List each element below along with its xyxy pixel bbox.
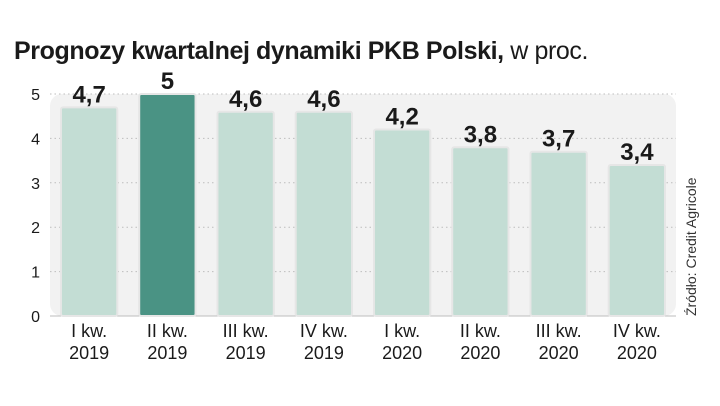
x-tick-label-year: 2019 — [147, 343, 187, 363]
bar-value-label: 4,6 — [229, 86, 262, 113]
x-tick-label-year: 2019 — [69, 343, 109, 363]
y-tick-label: 4 — [31, 131, 40, 148]
bar — [372, 128, 432, 317]
x-tick-label-quarter: II kw. — [460, 321, 501, 341]
bar — [607, 164, 667, 317]
bar — [138, 93, 197, 317]
y-tick-label: 0 — [31, 309, 40, 326]
x-tick-label-quarter: I kw. — [384, 321, 420, 341]
bar-value-label: 3,7 — [542, 126, 575, 153]
bar-value-label: 3,8 — [464, 121, 497, 148]
y-tick-label: 2 — [31, 220, 40, 237]
bar-value-label: 4,6 — [307, 86, 340, 113]
bar-value-label: 4,7 — [72, 81, 105, 108]
x-tick-label-quarter: II kw. — [147, 321, 188, 341]
x-tick-label-quarter: IV kw. — [300, 321, 348, 341]
x-tick-label-year: 2020 — [460, 343, 500, 363]
x-tick-label-quarter: III kw. — [536, 321, 582, 341]
x-tick-label-quarter: I kw. — [71, 321, 107, 341]
x-tick-label-year: 2020 — [539, 343, 579, 363]
bar-value-label: 3,4 — [620, 139, 654, 166]
bar — [59, 106, 119, 317]
chart-title: Prognozy kwartalnej dynamiki PKB Polski,… — [14, 36, 588, 66]
chart-title-main: Prognozy kwartalnej dynamiki PKB Polski, — [14, 37, 504, 65]
chart-title-unit: w proc. — [503, 37, 589, 65]
bar-value-label: 5 — [161, 68, 174, 95]
source-note: Źródło: Credit Agricole — [683, 177, 699, 316]
bar — [216, 110, 275, 318]
bar — [529, 150, 588, 317]
bar-value-label: 4,2 — [385, 104, 418, 131]
y-tick-label: 3 — [31, 176, 40, 193]
plot-background — [50, 94, 676, 316]
bar — [451, 146, 510, 317]
x-tick-label-year: 2020 — [382, 343, 422, 363]
bar — [294, 110, 354, 318]
x-tick-label-quarter: III kw. — [223, 321, 269, 341]
y-tick-label: 1 — [31, 265, 40, 282]
x-tick-label-quarter: IV kw. — [613, 321, 661, 341]
y-tick-label: 5 — [31, 87, 40, 104]
x-tick-label-year: 2019 — [226, 343, 266, 363]
x-tick-label-year: 2020 — [617, 343, 657, 363]
x-tick-label-year: 2019 — [304, 343, 344, 363]
